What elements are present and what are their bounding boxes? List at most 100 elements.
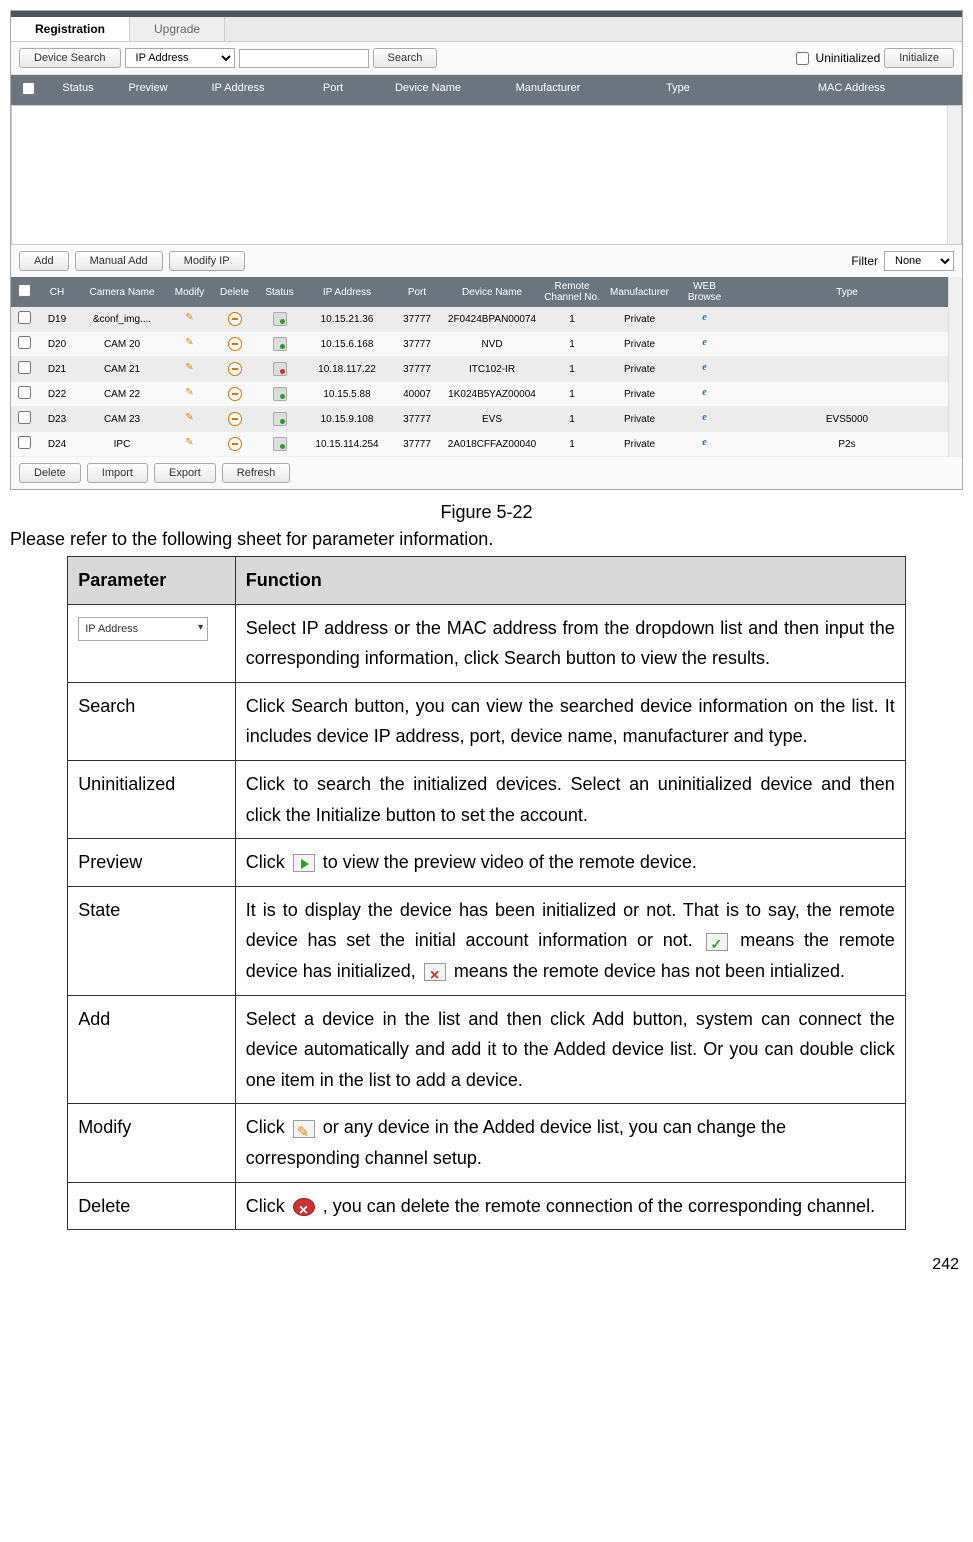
cell-ip: 10.15.9.108: [302, 407, 392, 432]
col-modify: Modify: [167, 277, 212, 307]
tab-registration[interactable]: Registration: [11, 17, 130, 41]
cell-device-name: 2F0424BPAN00074: [442, 307, 542, 332]
ie-icon[interactable]: e: [698, 337, 712, 351]
cell-ch: D24: [37, 432, 77, 457]
table-row[interactable]: D24IPC✎10.15.114.254377772A018CFFAZ00040…: [11, 432, 962, 457]
uninitialized-label: Uninitialized: [816, 51, 881, 65]
search-results-body: [11, 105, 962, 245]
pencil-icon[interactable]: ✎: [183, 437, 197, 451]
table-row[interactable]: D21CAM 21✎10.18.117.2237777ITC102-IR1Pri…: [11, 357, 962, 382]
status-icon: [273, 437, 287, 451]
ie-icon[interactable]: e: [698, 387, 712, 401]
cell-remote-ch: 1: [542, 432, 602, 457]
pencil-icon[interactable]: ✎: [183, 337, 197, 351]
pencil-icon[interactable]: ✎: [183, 412, 197, 426]
table-row[interactable]: D22CAM 22✎10.15.5.88400071K024B5YAZ00004…: [11, 382, 962, 407]
col-ip: IP Address: [183, 79, 293, 101]
row-checkbox[interactable]: [18, 361, 31, 374]
param-cell: Preview: [68, 839, 236, 887]
cell-port: 37777: [392, 307, 442, 332]
minus-icon[interactable]: [228, 362, 242, 376]
row-checkbox[interactable]: [18, 436, 31, 449]
table-row[interactable]: D19&conf_img....✎10.15.21.36377772F0424B…: [11, 307, 962, 332]
ie-icon[interactable]: e: [698, 362, 712, 376]
param-cell: Delete: [68, 1182, 236, 1230]
row-checkbox[interactable]: [18, 411, 31, 424]
row-checkbox[interactable]: [18, 386, 31, 399]
cell-ch: D20: [37, 332, 77, 357]
modify-ip-button[interactable]: Modify IP: [169, 251, 245, 271]
search-button[interactable]: Search: [373, 48, 438, 68]
import-button[interactable]: Import: [87, 463, 148, 483]
export-button[interactable]: Export: [154, 463, 216, 483]
cell-device-name: ITC102-IR: [442, 357, 542, 382]
cell-port: 40007: [392, 382, 442, 407]
figure-caption: Figure 5-22: [10, 502, 963, 523]
delete-icon: [293, 1198, 315, 1216]
minus-icon[interactable]: [228, 312, 242, 326]
cell-name: CAM 21: [77, 357, 167, 382]
search-type-select[interactable]: IP Address: [125, 48, 235, 68]
initialize-button[interactable]: Initialize: [884, 48, 954, 68]
col-type2: Type: [732, 277, 962, 307]
cell-port: 37777: [392, 407, 442, 432]
select-all-checkbox[interactable]: [22, 82, 35, 95]
minus-icon[interactable]: [228, 412, 242, 426]
cell-name: CAM 22: [77, 382, 167, 407]
added-select-all[interactable]: [18, 284, 31, 297]
col-delete: Delete: [212, 277, 257, 307]
cell-remote-ch: 1: [542, 357, 602, 382]
tab-upgrade[interactable]: Upgrade: [130, 17, 225, 41]
cell-ip: 10.15.114.254: [302, 432, 392, 457]
minus-icon[interactable]: [228, 387, 242, 401]
device-search-button[interactable]: Device Search: [19, 48, 121, 68]
table-row[interactable]: D20CAM 20✎10.15.6.16837777NVD1Privatee: [11, 332, 962, 357]
added-devices-table: CH Camera Name Modify Delete Status IP A…: [11, 277, 962, 457]
page-number: 242: [10, 1256, 963, 1274]
cell-ch: D23: [37, 407, 77, 432]
cell-type: [732, 307, 962, 332]
x-icon: [424, 963, 446, 981]
col-mac: MAC Address: [743, 79, 960, 101]
scrollbar[interactable]: [947, 106, 961, 244]
row-checkbox[interactable]: [18, 336, 31, 349]
cell-type: [732, 332, 962, 357]
col-device-name2: Device Name: [442, 277, 542, 307]
status-icon: [273, 337, 287, 351]
minus-icon[interactable]: [228, 337, 242, 351]
cell-port: 37777: [392, 332, 442, 357]
uninitialized-checkbox[interactable]: [796, 52, 809, 65]
minus-icon[interactable]: [228, 437, 242, 451]
cell-manufacturer: Private: [602, 407, 677, 432]
cell-device-name: 1K024B5YAZ00004: [442, 382, 542, 407]
col-port: Port: [293, 79, 373, 101]
cell-remote-ch: 1: [542, 407, 602, 432]
added-scrollbar[interactable]: [948, 277, 962, 457]
delete-button[interactable]: Delete: [19, 463, 81, 483]
pencil-icon[interactable]: ✎: [183, 312, 197, 326]
ie-icon[interactable]: e: [698, 437, 712, 451]
pencil-icon[interactable]: ✎: [183, 362, 197, 376]
search-input[interactable]: [239, 49, 369, 68]
col-status: Status: [43, 79, 113, 101]
table-row[interactable]: D23CAM 23✎10.15.9.10837777EVS1PrivateeEV…: [11, 407, 962, 432]
function-cell: Select a device in the list and then cli…: [235, 995, 905, 1104]
tab-bar: Registration Upgrade: [11, 17, 962, 42]
add-button[interactable]: Add: [19, 251, 69, 271]
cell-name: CAM 20: [77, 332, 167, 357]
filter-label: Filter: [851, 254, 878, 268]
cell-name: IPC: [77, 432, 167, 457]
pencil-icon[interactable]: ✎: [183, 387, 197, 401]
ie-icon[interactable]: e: [698, 412, 712, 426]
status-icon: [273, 362, 287, 376]
ie-icon[interactable]: e: [698, 312, 712, 326]
col-ip2: IP Address: [302, 277, 392, 307]
param-cell: IP Address: [68, 604, 236, 682]
cell-manufacturer: Private: [602, 332, 677, 357]
refresh-button[interactable]: Refresh: [222, 463, 291, 483]
col-preview: Preview: [113, 79, 183, 101]
manual-add-button[interactable]: Manual Add: [75, 251, 163, 271]
filter-select[interactable]: None: [884, 251, 954, 271]
parameter-table: Parameter Function IP Address Select IP …: [67, 556, 906, 1230]
row-checkbox[interactable]: [18, 311, 31, 324]
